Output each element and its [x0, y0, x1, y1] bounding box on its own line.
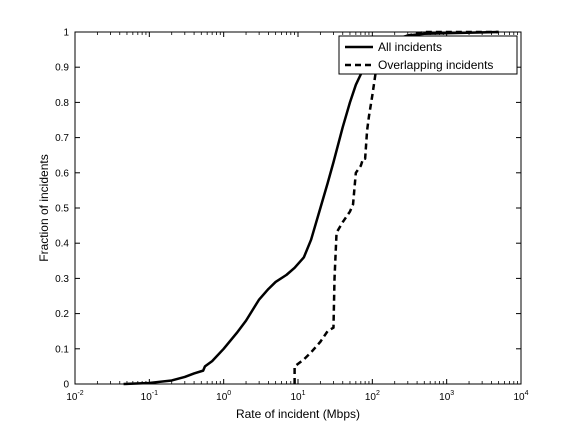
y-axis-label: Fraction of incidents: [37, 154, 51, 261]
legend-label-overlapping-incidents: Overlapping incidents: [378, 58, 493, 72]
y-tick-label: 0.8: [55, 98, 69, 109]
y-tick-label: 0.5: [55, 204, 69, 215]
x-tick-label: 102: [365, 390, 380, 403]
y-tick-label: 0.9: [55, 63, 69, 74]
y-tick-label: 1: [63, 28, 69, 39]
y-tick-label: 0: [63, 380, 69, 391]
x-tick-label: 104: [513, 390, 528, 403]
y-tick-label: 0.3: [55, 274, 69, 285]
legend: All incidents Overlapping incidents: [338, 35, 518, 75]
y-tick-label: 0.4: [55, 239, 69, 250]
x-tick-label: 101: [290, 390, 305, 403]
x-tick-label: 100: [216, 390, 231, 403]
y-tick-label: 0.1: [55, 344, 69, 355]
legend-label-all-incidents: All incidents: [378, 40, 442, 54]
x-tick-label: 10-2: [66, 390, 83, 403]
x-tick-label: 103: [439, 390, 454, 403]
y-tick-label: 0.2: [55, 309, 69, 320]
ticks-layer: 10-2 10-1 100 101 102 103 104 0 0.1 0.2 0.3 0.4 0.5 0…: [55, 28, 529, 404]
x-axis-label: Rate of incident (Mbps): [236, 407, 360, 421]
y-tick-label: 0.7: [55, 133, 69, 144]
plot-frame: [74, 31, 522, 385]
legend-box: [338, 35, 518, 75]
plot-area: [75, 32, 521, 384]
x-tick-label: 10-1: [141, 390, 158, 403]
y-tick-label: 0.6: [55, 168, 69, 179]
